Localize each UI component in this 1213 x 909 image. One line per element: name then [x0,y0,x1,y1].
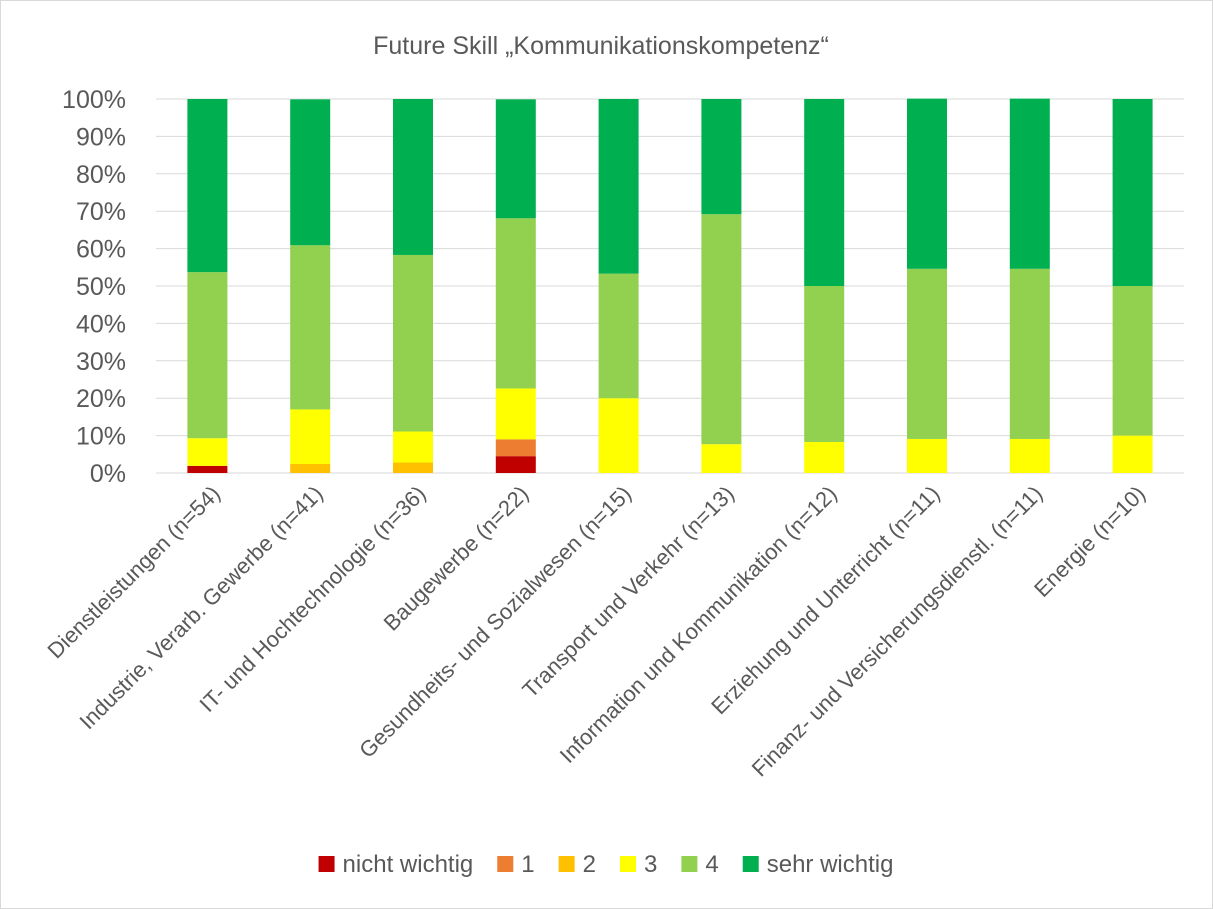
legend-label: sehr wichtig [767,851,894,878]
legend-swatch [742,856,759,872]
legend-swatch [497,856,514,872]
bar-segment [495,456,536,473]
bar-segment [495,439,536,457]
bar-segment [598,398,639,473]
bars [187,98,1153,473]
bar-segment [393,254,433,432]
bar-segment [1009,438,1050,473]
y-tick-label: 30% [76,348,126,376]
y-tick-label: 100% [62,86,126,114]
bar-segment [1009,98,1050,269]
x-tick-label: Energie (n=10) [1029,481,1150,602]
bar-segment [1009,268,1050,439]
y-tick-label: 50% [76,273,126,301]
bar-segment [290,99,331,246]
bar-segment [393,462,433,473]
bar-segment [701,99,742,215]
legend-swatch [318,856,335,872]
bar-segment [187,438,228,466]
x-tick-label: IT- und Hochtechnologie (n=36) [194,481,430,717]
x-tick-label: Transport und Verkehr (n=13) [517,481,739,703]
bar-segment [907,268,947,439]
legend-swatch [681,856,698,872]
legend-swatch [620,856,637,872]
y-tick-label: 70% [76,198,126,226]
legend-label: 1 [521,851,534,878]
bar-segment [495,218,536,389]
y-axis-ticks: 0% 10% 20% 30% 40% 50% 60% 70% 80% 90% 100% [62,86,126,488]
y-tick-label: 10% [76,423,126,451]
bar-segment [1112,99,1153,286]
bar-segment [290,409,331,465]
y-tick-label: 0% [90,460,126,488]
x-axis-ticks: Dienstleistungen (n=54)Industrie, Verarb… [43,481,1151,782]
legend-label: 4 [705,851,718,878]
bar-segment [393,431,433,463]
y-tick-label: 80% [76,161,126,189]
bar-segment [290,245,331,410]
bar-segment [804,99,845,286]
bar-segment [701,214,742,445]
bar-segment [598,273,639,399]
bar-segment [495,388,536,440]
bar-segment [804,286,845,442]
bar-segment [907,98,947,269]
bar-segment [495,99,536,219]
y-tick-label: 40% [76,310,126,338]
bar-segment [393,99,433,255]
legend-swatch [558,856,575,872]
legend: nicht wichtig 1 2 3 4 sehr wichtig [318,851,894,878]
y-tick-label: 90% [76,123,126,151]
bar-segment [187,272,228,439]
x-tick-label: Dienstleistungen (n=54) [43,481,225,663]
bar-segment [290,464,331,473]
bar-segment [907,438,947,473]
y-tick-label: 20% [76,385,126,413]
bar-segment [187,99,228,273]
legend-label: 2 [583,851,596,878]
bar-segment [598,99,639,274]
bar-segment [1112,435,1153,473]
chart-title: Future Skill „Kommunikationskompetenz“ [373,32,829,60]
x-tick-label: Erziehung und Unterricht (n=11) [706,481,944,719]
bar-segment [1112,286,1153,436]
y-tick-label: 60% [76,236,126,264]
bar-segment [701,444,742,473]
bar-segment [804,441,845,473]
bar-segment [187,465,228,473]
legend-label: 3 [644,851,657,878]
legend-label: nicht wichtig [343,851,474,878]
